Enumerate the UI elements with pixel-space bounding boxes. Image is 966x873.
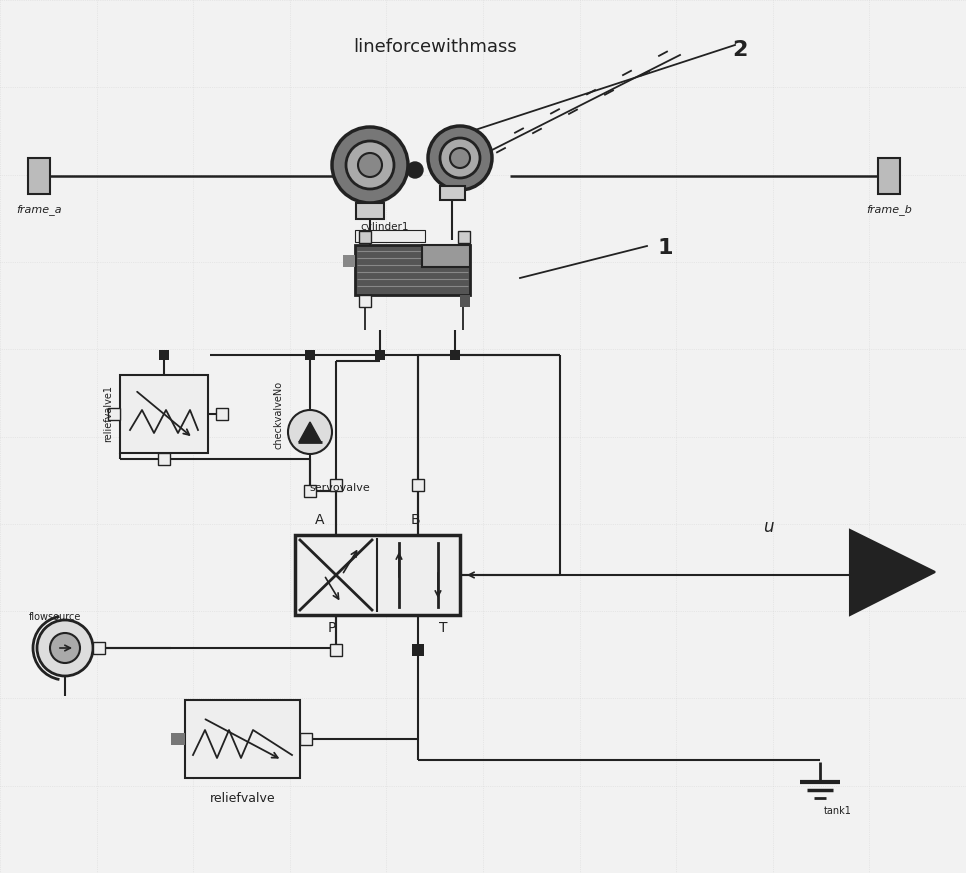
Text: reliefvalve1: reliefvalve1 — [103, 386, 113, 443]
Bar — [171, 733, 185, 745]
Text: checkvalveNo: checkvalveNo — [273, 381, 283, 449]
Bar — [458, 231, 470, 243]
Text: servovalve: servovalve — [310, 483, 370, 493]
Circle shape — [450, 148, 470, 168]
Bar — [343, 255, 355, 267]
Text: u: u — [763, 518, 773, 536]
Bar — [93, 642, 105, 654]
Circle shape — [428, 126, 492, 190]
Circle shape — [358, 153, 382, 177]
Bar — [295, 535, 460, 615]
Bar — [422, 245, 470, 267]
Circle shape — [407, 162, 423, 178]
Polygon shape — [850, 530, 935, 615]
Bar — [185, 700, 300, 778]
Text: 1: 1 — [657, 238, 672, 258]
Bar — [158, 453, 170, 465]
Bar — [878, 158, 900, 194]
Bar — [330, 644, 342, 656]
Text: T: T — [439, 621, 447, 635]
Bar — [460, 295, 470, 307]
Polygon shape — [299, 422, 321, 442]
Circle shape — [440, 138, 480, 178]
Circle shape — [288, 410, 332, 454]
Bar — [375, 350, 385, 360]
Bar — [330, 479, 342, 491]
Bar — [450, 350, 460, 360]
Bar — [305, 350, 315, 360]
Bar — [216, 408, 228, 420]
Bar — [300, 733, 312, 745]
Circle shape — [50, 633, 80, 663]
Bar — [159, 350, 169, 360]
Bar — [359, 295, 371, 307]
Bar — [440, 186, 465, 200]
Circle shape — [332, 127, 408, 203]
Bar — [355, 230, 425, 242]
Bar — [304, 485, 316, 497]
Text: P: P — [327, 621, 336, 635]
Bar — [355, 245, 470, 295]
Bar — [108, 408, 120, 420]
Bar — [359, 231, 371, 243]
Circle shape — [37, 620, 93, 676]
Bar — [412, 479, 424, 491]
Text: lineforcewithmass: lineforcewithmass — [354, 38, 517, 56]
Bar — [28, 158, 50, 194]
Text: cylinder1: cylinder1 — [360, 222, 410, 232]
Text: flowsource: flowsource — [29, 612, 81, 622]
Text: tank1: tank1 — [824, 806, 852, 816]
Bar — [412, 644, 424, 656]
Text: frame_a: frame_a — [16, 204, 62, 215]
Bar — [356, 203, 384, 219]
Bar — [120, 375, 208, 453]
Circle shape — [346, 141, 394, 189]
Text: A: A — [315, 513, 325, 527]
Text: frame_b: frame_b — [867, 204, 912, 215]
Text: reliefvalve: reliefvalve — [211, 792, 276, 805]
Text: B: B — [411, 513, 420, 527]
Text: 2: 2 — [732, 40, 748, 60]
